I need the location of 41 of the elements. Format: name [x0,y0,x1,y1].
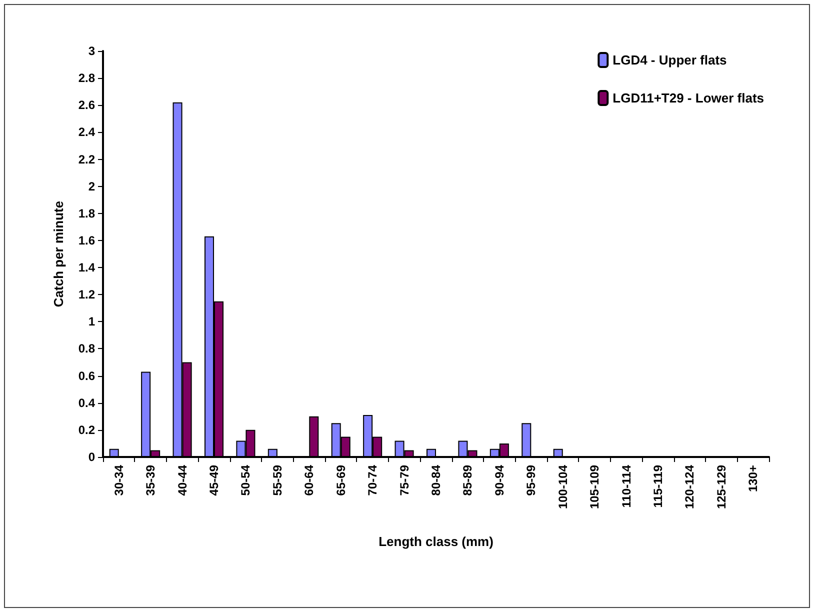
y-tick-label: 1 [88,314,96,329]
y-tick-label: 1.8 [78,206,96,220]
x-tick-label: 105-109 [588,464,602,510]
x-tick-label: 60-64 [302,464,316,496]
y-tick-label: 2.8 [78,71,96,86]
x-tick-label: 50-54 [238,464,253,496]
x-tick-label: 130+ [746,465,760,492]
x-tick-label: 80-84 [429,464,443,496]
x-tick-label: 45-49 [207,464,221,496]
y-tick-label: 3 [88,44,96,58]
y-tick-label: 1.6 [78,233,96,248]
x-tick-label: 125-129 [714,464,728,510]
x-tick-label: 70-74 [366,464,380,496]
legend-label: LGD11+T29 - Lower flats [612,90,764,106]
x-tick-label: 85-89 [460,464,475,496]
x-tick-label: 110-114 [619,464,634,508]
y-tick-label: 0.2 [78,422,96,437]
x-tick-label: 75-79 [397,464,412,496]
y-tick-label: 1.4 [78,260,96,275]
y-axis-title: Catch per minute [51,200,66,308]
x-tick-label: 35-39 [144,464,158,496]
x-tick-label: 120-124 [682,464,697,510]
y-tick-label: 0.4 [78,396,96,410]
x-tick-label: 100-104 [556,464,570,510]
x-tick-label: 90-94 [492,464,506,496]
y-tick-label: 2 [88,179,96,194]
y-tick-label: 2.2 [78,152,96,166]
legend-label: LGD4 - Upper flats [612,52,727,68]
x-tick-label: 65-69 [334,464,348,496]
x-tick-label: 95-99 [524,464,538,496]
x-tick-label: 115-119 [651,464,665,508]
y-tick-label: 2.6 [78,98,96,112]
y-tick-label: 0 [88,450,96,464]
x-tick-label: 55-59 [270,464,284,496]
x-tick-label: 30-34 [112,464,126,496]
y-tick-label: 0.6 [78,368,96,383]
x-tick-label: 40-44 [175,464,190,496]
y-tick-label: 2.4 [78,125,96,140]
x-axis-title: Length class (mm) [378,534,494,549]
y-tick-label: 0.8 [78,342,96,356]
y-tick-label: 1.2 [78,288,96,302]
